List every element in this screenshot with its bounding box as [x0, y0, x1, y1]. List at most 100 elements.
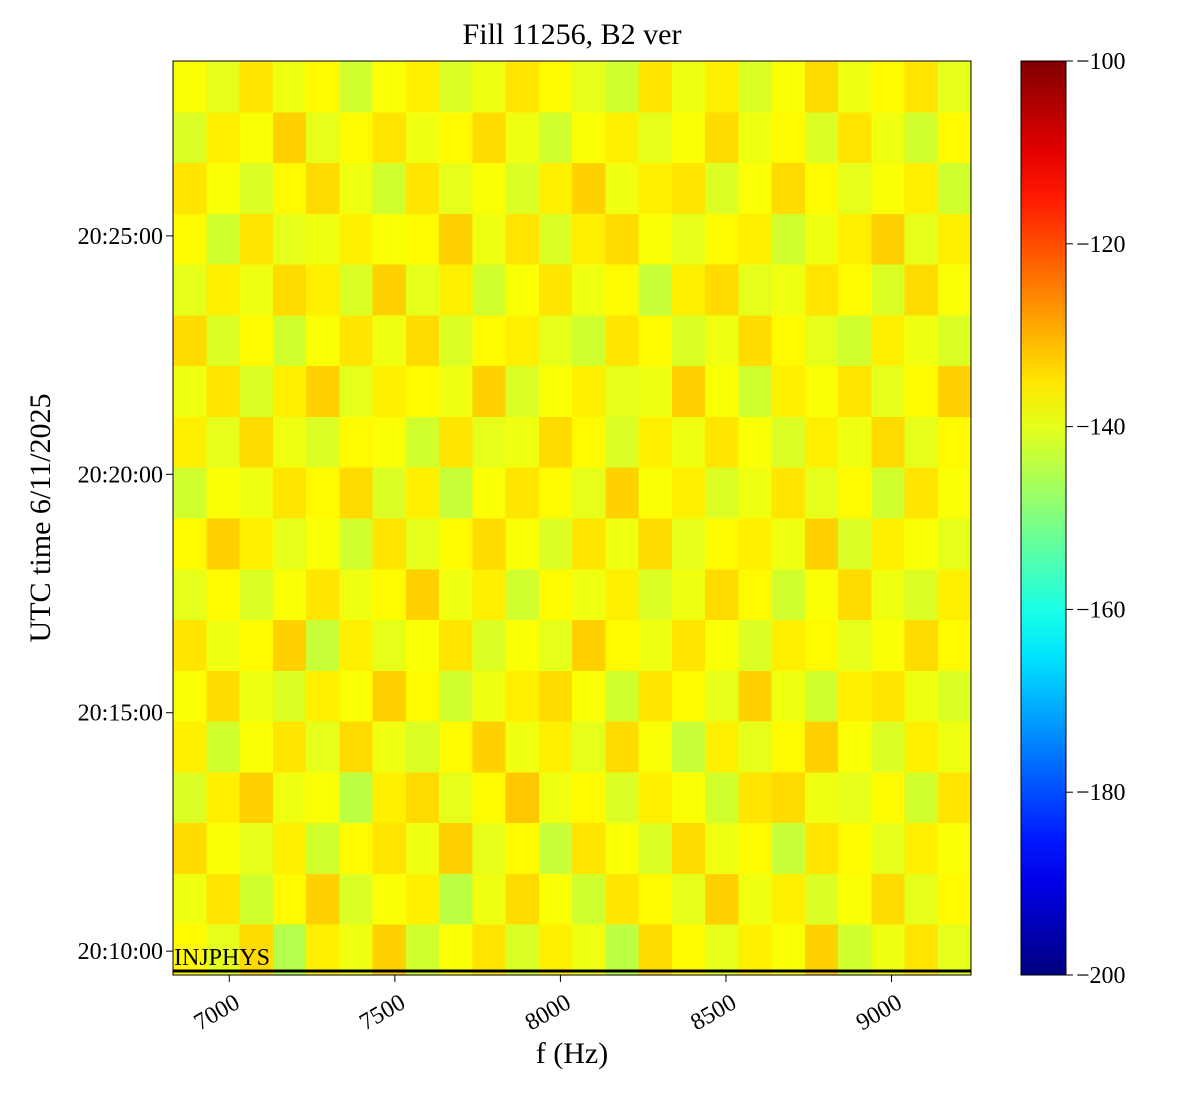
heatmap-cell: [937, 822, 972, 874]
heatmap-cell: [339, 467, 373, 519]
heatmap-cell: [405, 365, 440, 417]
heatmap-cell: [937, 264, 972, 316]
heatmap-cell: [439, 365, 473, 417]
heatmap-cell: [239, 670, 274, 722]
heatmap-cell: [838, 111, 872, 164]
heatmap-cell: [239, 721, 274, 773]
heatmap-cell: [339, 314, 373, 367]
heatmap-cell: [173, 873, 207, 925]
plot-frame: [172, 60, 972, 976]
heatmap-cell: [904, 568, 939, 621]
heatmap-cell: [472, 213, 506, 265]
heatmap-cell: [306, 771, 340, 824]
x-axis-label: f (Hz): [536, 1037, 608, 1070]
heatmap-cell: [705, 924, 739, 976]
heatmap-cell: [505, 670, 540, 722]
heatmap-cell: [339, 721, 373, 773]
heatmap-cell: [472, 568, 506, 621]
heatmap-cell: [838, 822, 872, 874]
heatmap-cell: [239, 873, 274, 925]
heatmap-cell: [572, 619, 606, 671]
x-tick-label: 8000: [521, 990, 576, 1037]
heatmap-cell: [173, 365, 207, 417]
heatmap-cell: [472, 670, 506, 722]
heatmap-cell: [871, 264, 905, 316]
heatmap-cell: [572, 873, 606, 925]
heatmap-cell: [239, 771, 274, 824]
heatmap-cell: [505, 467, 540, 519]
heatmap-cell: [871, 924, 905, 976]
heatmap-cell: [871, 314, 905, 367]
heatmap-cell: [572, 518, 606, 570]
heatmap-cell: [738, 365, 772, 417]
heatmap-cell: [605, 111, 639, 164]
heatmap-cell: [904, 822, 939, 874]
heatmap-cell: [605, 314, 639, 367]
heatmap-cell: [605, 822, 639, 874]
heatmap-cell: [638, 822, 673, 874]
heatmap-cell: [173, 771, 207, 824]
heatmap-cell: [472, 518, 506, 570]
heatmap-cell: [439, 924, 473, 976]
heatmap-cell: [272, 721, 307, 773]
heatmap-cell: [505, 721, 540, 773]
heatmap-cell: [173, 314, 207, 367]
heatmap-cell: [405, 467, 440, 519]
heatmap-cell: [505, 365, 540, 417]
heatmap-cell: [272, 162, 307, 214]
heatmap-cell: [771, 619, 806, 671]
heatmap-cell: [937, 416, 972, 468]
heatmap-cell: [405, 264, 440, 316]
heatmap-cell: [572, 111, 606, 164]
heatmap-cell: [505, 873, 540, 925]
heatmap-cell: [871, 111, 905, 164]
heatmap-cell: [372, 822, 407, 874]
heatmap-cell: [538, 467, 573, 519]
heatmap-cell: [405, 111, 440, 164]
heatmap-cell: [405, 822, 440, 874]
heatmap-cell: [871, 518, 905, 570]
heatmap-cell: [339, 416, 373, 468]
heatmap-cell: [605, 619, 639, 671]
heatmap-cell: [272, 467, 307, 519]
heatmap-cell: [538, 924, 573, 976]
heatmap-cell: [705, 670, 739, 722]
heatmap-cell: [738, 670, 772, 722]
heatmap-cell: [206, 213, 240, 265]
heatmap-cell: [705, 771, 739, 824]
heatmap-cell: [871, 365, 905, 417]
heatmap-cell: [173, 467, 207, 519]
heatmap-cell: [306, 873, 340, 925]
heatmap-cell: [472, 416, 506, 468]
heatmap-cell: [871, 822, 905, 874]
heatmap-cell: [239, 264, 274, 316]
heatmap-cell: [339, 822, 373, 874]
heatmap-cell: [705, 518, 739, 570]
heatmap-cell: [572, 162, 606, 214]
heatmap-cell: [173, 518, 207, 570]
heatmap-cell: [937, 314, 972, 367]
heatmap-cell: [605, 771, 639, 824]
heatmap-cell: [605, 61, 639, 113]
heatmap-cell: [738, 518, 772, 570]
heatmap-cell: [538, 111, 573, 164]
heatmap-cell: [306, 467, 340, 519]
heatmap-cell: [405, 518, 440, 570]
heatmap-cell: [838, 467, 872, 519]
annotation-label: INJPHYS: [174, 945, 270, 971]
heatmap-cell: [738, 264, 772, 316]
heatmap-cell: [838, 873, 872, 925]
heatmap-cell: [339, 213, 373, 265]
heatmap-cell: [871, 619, 905, 671]
heatmap-cell: [272, 518, 307, 570]
heatmap-cell: [505, 771, 540, 824]
heatmap-cell: [705, 365, 739, 417]
heatmap-cell: [339, 518, 373, 570]
heatmap-cell: [206, 619, 240, 671]
heatmap-cell: [472, 314, 506, 367]
heatmap-cell: [738, 416, 772, 468]
heatmap-cell: [538, 518, 573, 570]
heatmap-cell: [505, 518, 540, 570]
heatmap-cell: [671, 822, 706, 874]
